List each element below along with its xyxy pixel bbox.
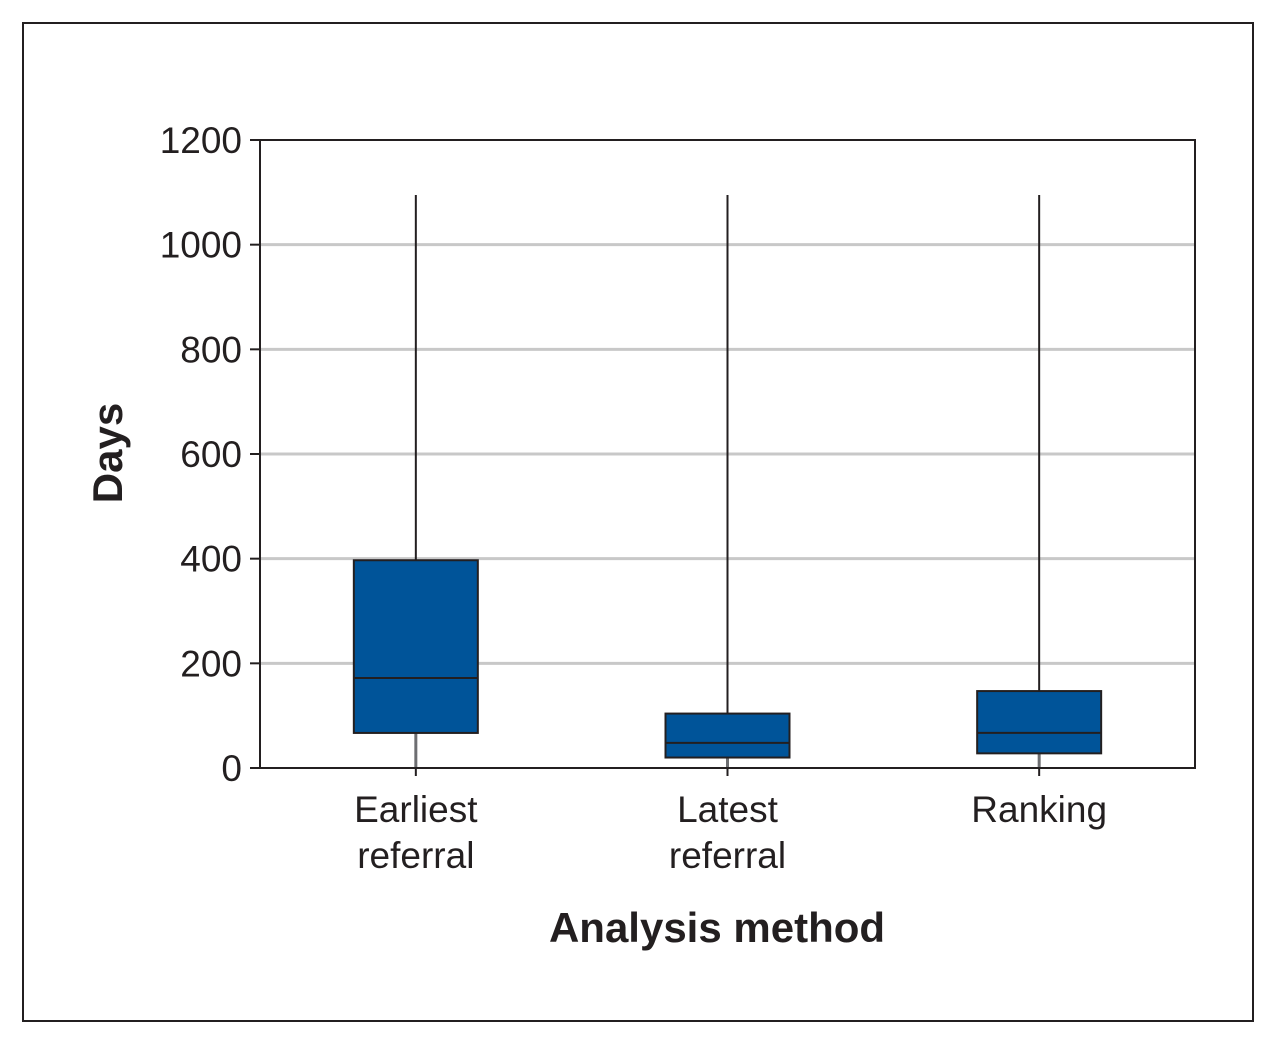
x-category-label-line: referral (357, 835, 474, 876)
y-tick-label: 0 (221, 748, 242, 789)
x-axis-category-labels: Earliest referral Latest referral Ranking (354, 768, 1107, 876)
x-category-label-line: Latest (677, 789, 779, 830)
y-tick-label: 200 (180, 643, 242, 684)
x-category-label-line: referral (669, 835, 786, 876)
y-tick-label: 800 (180, 329, 242, 370)
iqr-box (664, 712, 791, 759)
y-axis-ticks: 0 200 400 600 800 1000 1200 (160, 120, 260, 789)
figure-frame (22, 22, 1254, 1022)
x-category-label: Ranking (971, 789, 1107, 830)
y-tick-label: 400 (180, 539, 242, 580)
x-category-label: Latest referral (669, 789, 786, 876)
iqr-box (352, 559, 479, 734)
iqr-box (976, 690, 1103, 755)
x-category-label: Earliest referral (354, 789, 478, 876)
y-tick-label: 1000 (160, 225, 242, 266)
boxes (352, 559, 1103, 759)
x-category-label-line: Earliest (354, 789, 478, 830)
x-axis-title: Analysis method (549, 904, 885, 951)
y-tick-label: 1200 (160, 120, 242, 161)
y-axis-title: Days (84, 403, 131, 503)
x-category-label-line: Ranking (971, 789, 1107, 830)
y-tick-label: 600 (180, 434, 242, 475)
whiskers (414, 194, 1041, 768)
